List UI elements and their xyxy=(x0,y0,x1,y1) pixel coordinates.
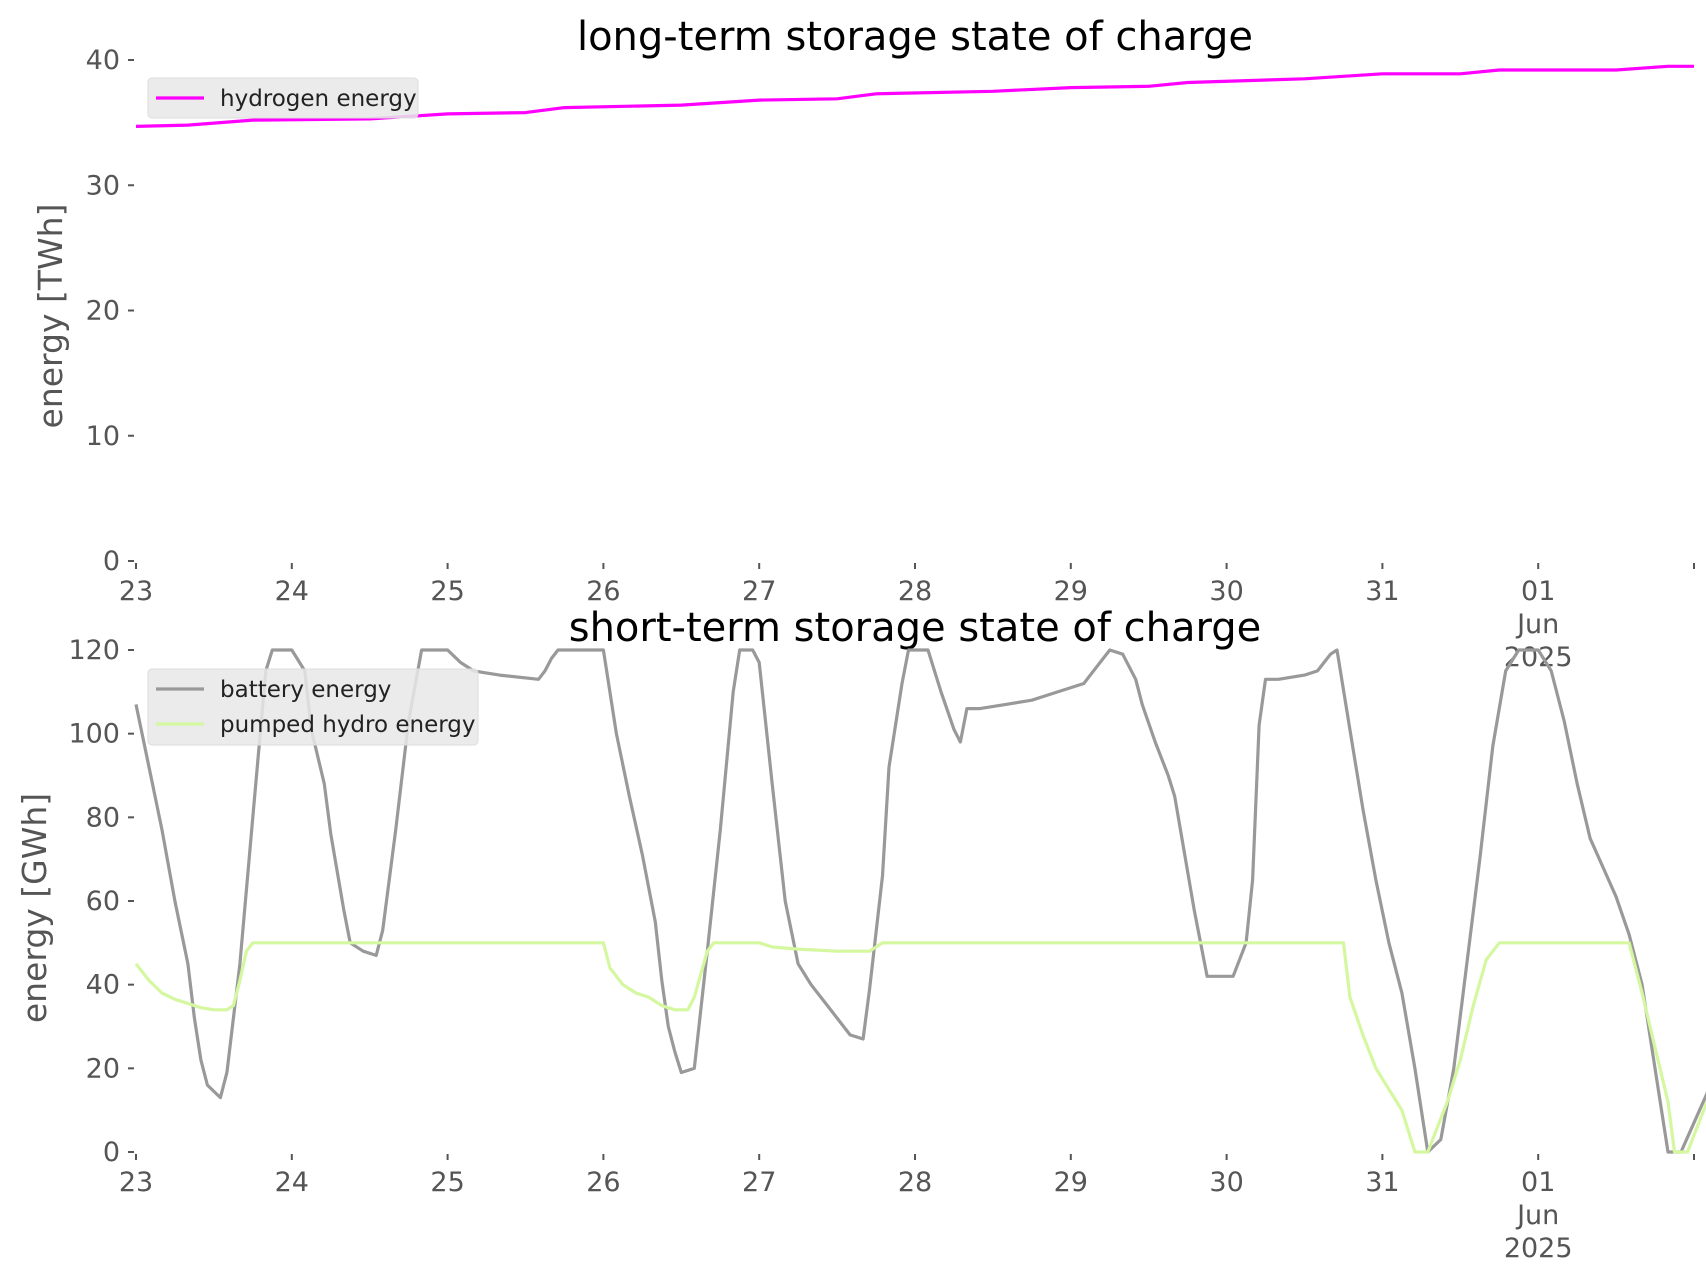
short-term-x-tick-label: Jun xyxy=(1515,1200,1559,1231)
long-term-x-tick-label: 26 xyxy=(586,576,620,607)
long-term-x-tick-label: 24 xyxy=(275,576,309,607)
short-term-x-tick-label: 01 xyxy=(1521,1167,1555,1198)
long-term-x-tick-label: 29 xyxy=(1054,576,1088,607)
short-term-x-tick-label: 28 xyxy=(898,1167,932,1198)
long-term-storage-panel: long-term storage state of charge energy … xyxy=(31,14,1695,673)
long-term-x-tick-label: 27 xyxy=(742,576,776,607)
short-term-x-tick-label: 30 xyxy=(1209,1167,1243,1198)
long-term-y-axis-label: energy [TWh] xyxy=(31,204,70,429)
long-term-y-tick-label: 30 xyxy=(86,170,120,201)
short-term-legend-label-pumped-hydro-energy: pumped hydro energy xyxy=(220,712,476,738)
long-term-y-tick-label: 40 xyxy=(86,45,120,76)
short-term-x-tick-label: 24 xyxy=(275,1167,309,1198)
long-term-y-tick-label: 20 xyxy=(86,296,120,327)
short-term-x-tick-label: 27 xyxy=(742,1167,776,1198)
long-term-legend-label-hydrogen-energy: hydrogen energy xyxy=(220,86,417,112)
short-term-x-tick-label: 31 xyxy=(1365,1167,1399,1198)
short-term-series-line-pumped-hydro-energy xyxy=(134,941,1706,1154)
short-term-y-tick-label: 20 xyxy=(86,1053,120,1084)
long-term-x-tick-label: 23 xyxy=(119,576,153,607)
long-term-x-tick-label: 28 xyxy=(898,576,932,607)
short-term-legend-box xyxy=(147,668,479,746)
long-term-x-tick-label: 01 xyxy=(1521,576,1555,607)
short-term-x-tick-label: 23 xyxy=(119,1167,153,1198)
long-term-legend: hydrogen energy xyxy=(147,77,419,119)
short-term-y-tick-label: 100 xyxy=(68,719,120,750)
long-term-y-tick-label: 0 xyxy=(103,546,120,577)
short-term-x-tick-label: 2025 xyxy=(1504,1233,1573,1264)
short-term-legend-label-battery-energy: battery energy xyxy=(220,677,391,703)
short-term-y-tick-label: 120 xyxy=(68,635,120,666)
short-term-y-tick-label: 0 xyxy=(103,1137,120,1168)
long-term-x-tick-label: 25 xyxy=(430,576,464,607)
short-term-chart-title: short-term storage state of charge xyxy=(569,605,1262,651)
short-term-y-tick-label: 80 xyxy=(86,802,120,833)
short-term-y-tick-label: 40 xyxy=(86,970,120,1001)
short-term-y-axis-label: energy [GWh] xyxy=(15,793,54,1023)
short-term-y-tick-label: 60 xyxy=(86,886,120,917)
long-term-x-tick-label: 31 xyxy=(1365,576,1399,607)
short-term-storage-panel: short-term storage state of charge energy… xyxy=(15,605,1706,1264)
long-term-legend-box xyxy=(147,77,419,119)
long-term-x-tick-label: 30 xyxy=(1209,576,1243,607)
long-term-x-tick-label: Jun xyxy=(1515,609,1559,640)
short-term-x-tick-label: 26 xyxy=(586,1167,620,1198)
long-term-y-tick-label: 10 xyxy=(86,421,120,452)
short-term-x-tick-label: 25 xyxy=(430,1167,464,1198)
long-term-chart-title: long-term storage state of charge xyxy=(577,14,1253,60)
short-term-legend: battery energy pumped hydro energy xyxy=(147,668,479,746)
short-term-series-line-battery-energy xyxy=(134,648,1706,1154)
short-term-x-tick-label: 29 xyxy=(1054,1167,1088,1198)
